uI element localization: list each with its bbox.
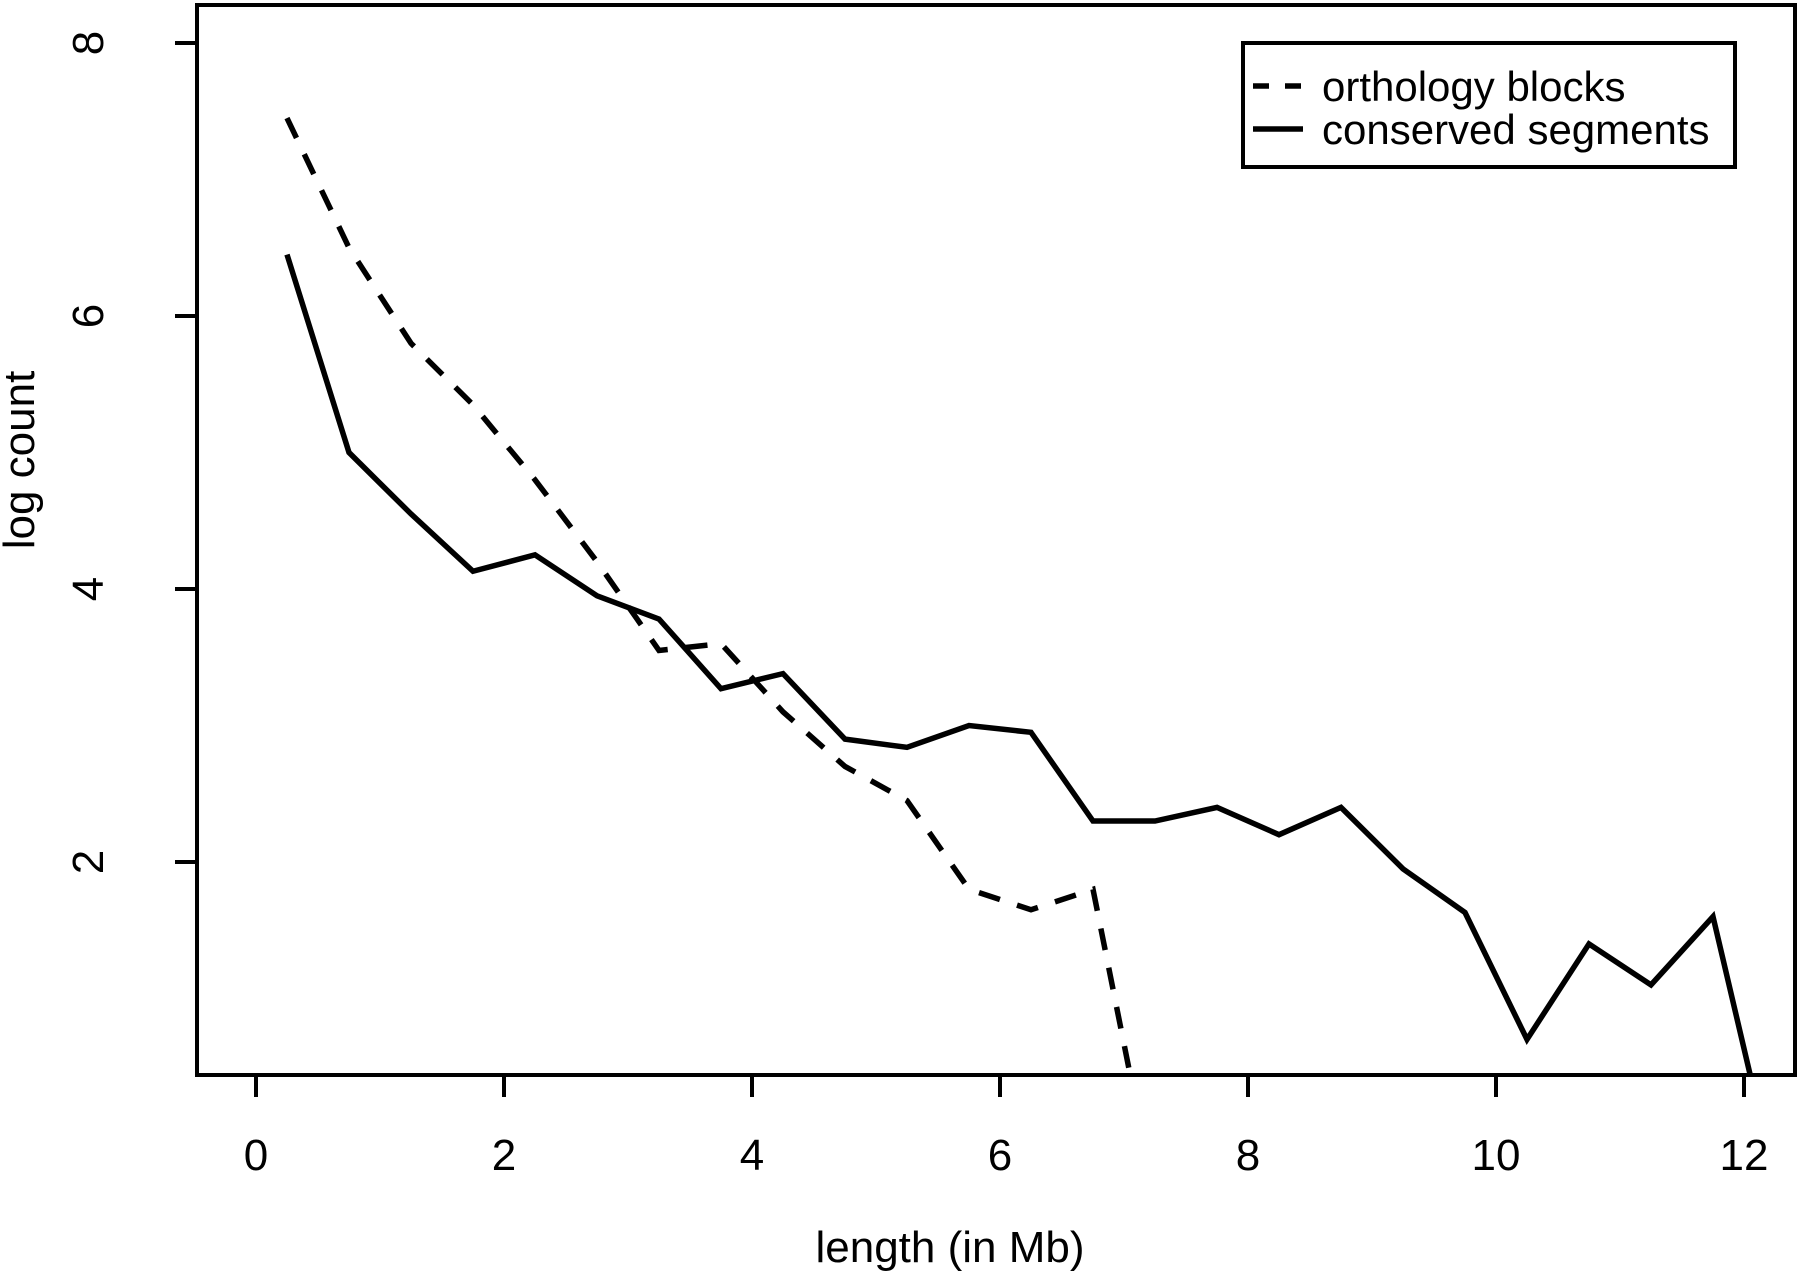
x-tick-label-6: 6	[988, 1131, 1012, 1180]
legend-label-orthology-blocks: orthology blocks	[1322, 63, 1626, 110]
x-tick-label-4: 4	[740, 1131, 764, 1180]
y-tick-label-4: 4	[64, 577, 113, 601]
y-tick-label-6: 6	[64, 304, 113, 328]
legend-box	[1241, 41, 1737, 169]
plot-area: 0 2 4 6 8 10 12 2 4 6 8	[64, 3, 1797, 1180]
y-tick-label-8: 8	[64, 31, 113, 55]
x-tick-label-12: 12	[1720, 1131, 1769, 1180]
x-tick-label-2: 2	[492, 1131, 516, 1180]
y-axis-label: log count	[0, 371, 44, 550]
x-axis-label: length (in Mb)	[815, 1223, 1084, 1272]
legend-label-conserved-segments: conserved segments	[1322, 106, 1710, 153]
x-tick-label-0: 0	[244, 1131, 268, 1180]
series-line-orthology-blocks	[284, 116, 1133, 1076]
y-tick-label-2: 2	[64, 850, 113, 874]
x-tick-label-10: 10	[1472, 1131, 1521, 1180]
x-tick-label-8: 8	[1236, 1131, 1260, 1180]
plot-frame	[195, 3, 1797, 1077]
series-line-conserved-segments	[284, 253, 1753, 1076]
